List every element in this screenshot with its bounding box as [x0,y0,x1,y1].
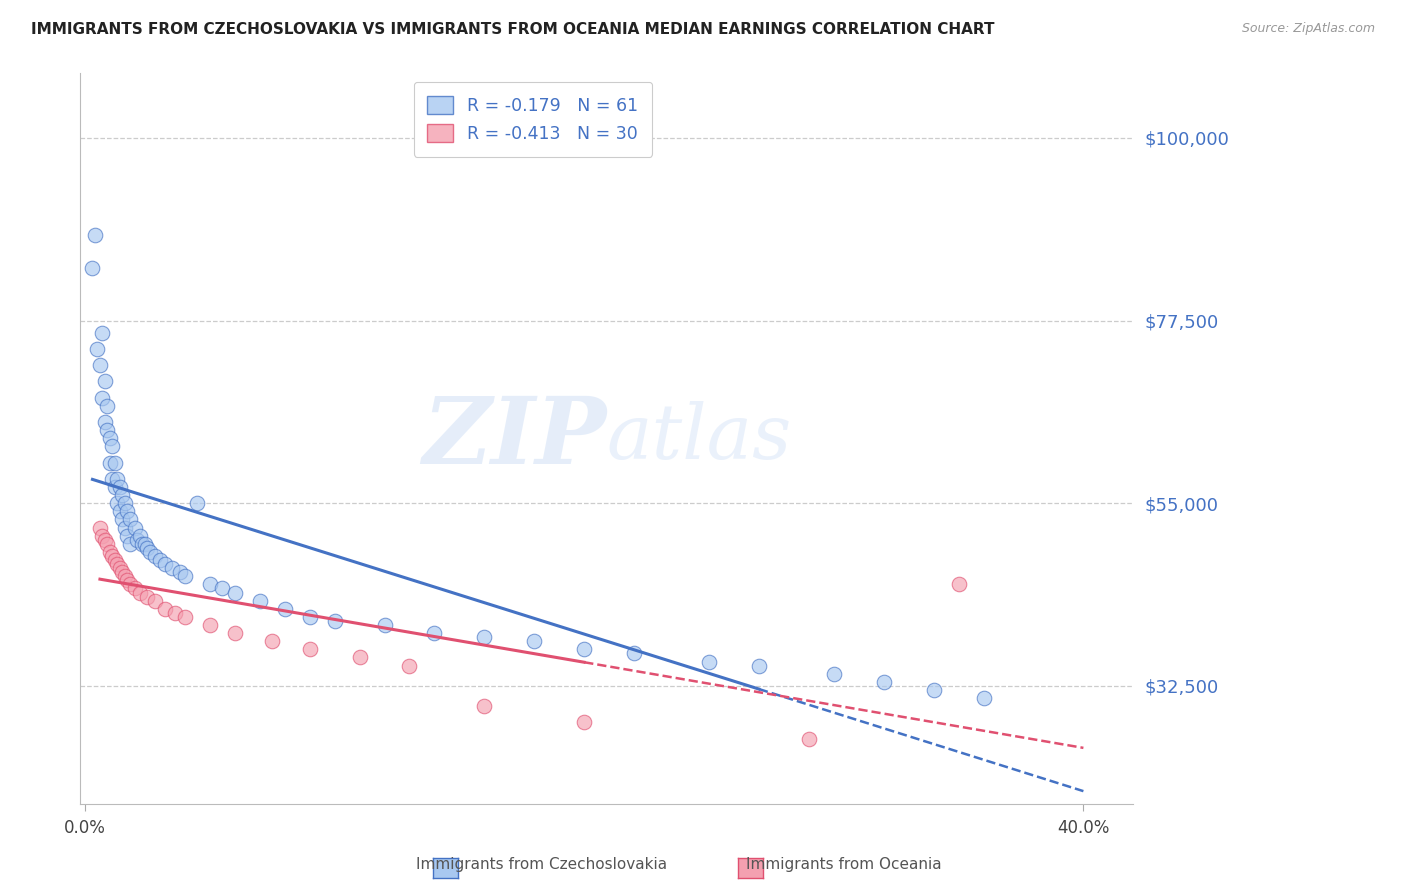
Point [472,630,495,644]
Point [117,529,139,543]
Point [349,650,371,665]
Point [118,577,141,591]
Text: Source: ZipAtlas.com: Source: ZipAtlas.com [1241,22,1375,36]
Point [118,537,141,551]
Point [298,610,321,624]
Point [136,541,159,555]
Point [84,228,107,243]
Point [153,557,176,571]
Point [136,590,159,604]
Point [922,682,945,697]
Point [111,488,134,502]
Point [128,585,150,599]
Point [104,480,127,494]
Point [114,520,136,534]
Point [96,423,118,437]
Point [111,566,134,580]
Point [89,358,111,372]
Point [124,520,146,534]
Point [797,731,820,746]
Point [139,545,162,559]
Point [108,561,131,575]
Point [143,593,166,607]
Point [523,634,546,648]
Point [101,549,124,563]
Legend: R = -0.179   N = 61, R = -0.413   N = 30: R = -0.179 N = 61, R = -0.413 N = 30 [413,82,652,157]
Point [823,666,845,681]
Point [118,512,141,526]
Point [96,399,118,413]
Point [128,529,150,543]
Point [748,658,770,673]
Point [873,674,896,689]
Point [298,642,321,657]
Point [973,691,995,706]
Point [198,618,221,632]
Point [107,472,129,486]
Point [697,655,720,669]
Point [224,585,246,599]
Point [948,577,970,591]
Text: atlas: atlas [606,401,792,475]
Point [162,561,184,575]
Point [398,658,420,673]
Point [117,504,139,518]
Point [423,626,446,640]
Point [173,569,195,583]
Point [117,574,139,588]
Point [198,577,221,591]
Point [143,549,166,563]
Point [89,520,111,534]
Point [472,699,495,714]
Point [124,582,146,596]
Point [323,614,346,628]
Text: IMMIGRANTS FROM CZECHOSLOVAKIA VS IMMIGRANTS FROM OCEANIA MEDIAN EARNINGS CORREL: IMMIGRANTS FROM CZECHOSLOVAKIA VS IMMIGR… [31,22,994,37]
Point [104,553,127,567]
Point [373,618,395,632]
Point [149,553,172,567]
Point [82,260,104,275]
Point [107,557,129,571]
Text: Immigrants from Oceania: Immigrants from Oceania [745,857,942,872]
Point [91,391,114,405]
Point [108,480,131,494]
Point [153,601,176,615]
Text: ZIP: ZIP [422,393,606,483]
Point [163,606,186,620]
Point [94,375,117,389]
Point [91,326,114,340]
Point [249,593,271,607]
Point [94,415,117,429]
Point [134,537,156,551]
Point [169,566,191,580]
Point [224,626,246,640]
Point [623,647,645,661]
Point [98,545,121,559]
Point [114,496,136,510]
Point [127,533,149,547]
Point [572,715,595,730]
Point [101,439,124,453]
Point [572,642,595,657]
Point [186,496,208,510]
Point [94,533,117,547]
Point [108,504,131,518]
Point [98,456,121,470]
Point [101,472,124,486]
Point [96,537,118,551]
Point [262,634,284,648]
Point [211,582,233,596]
Point [86,342,108,356]
Text: Immigrants from Czechoslovakia: Immigrants from Czechoslovakia [416,857,666,872]
Point [107,496,129,510]
Point [273,601,295,615]
Point [114,569,136,583]
Point [111,512,134,526]
Point [173,610,195,624]
Point [91,529,114,543]
Point [98,431,121,445]
Point [131,537,153,551]
Point [104,456,127,470]
